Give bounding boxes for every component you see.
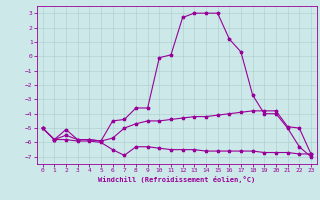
X-axis label: Windchill (Refroidissement éolien,°C): Windchill (Refroidissement éolien,°C)	[98, 176, 255, 183]
